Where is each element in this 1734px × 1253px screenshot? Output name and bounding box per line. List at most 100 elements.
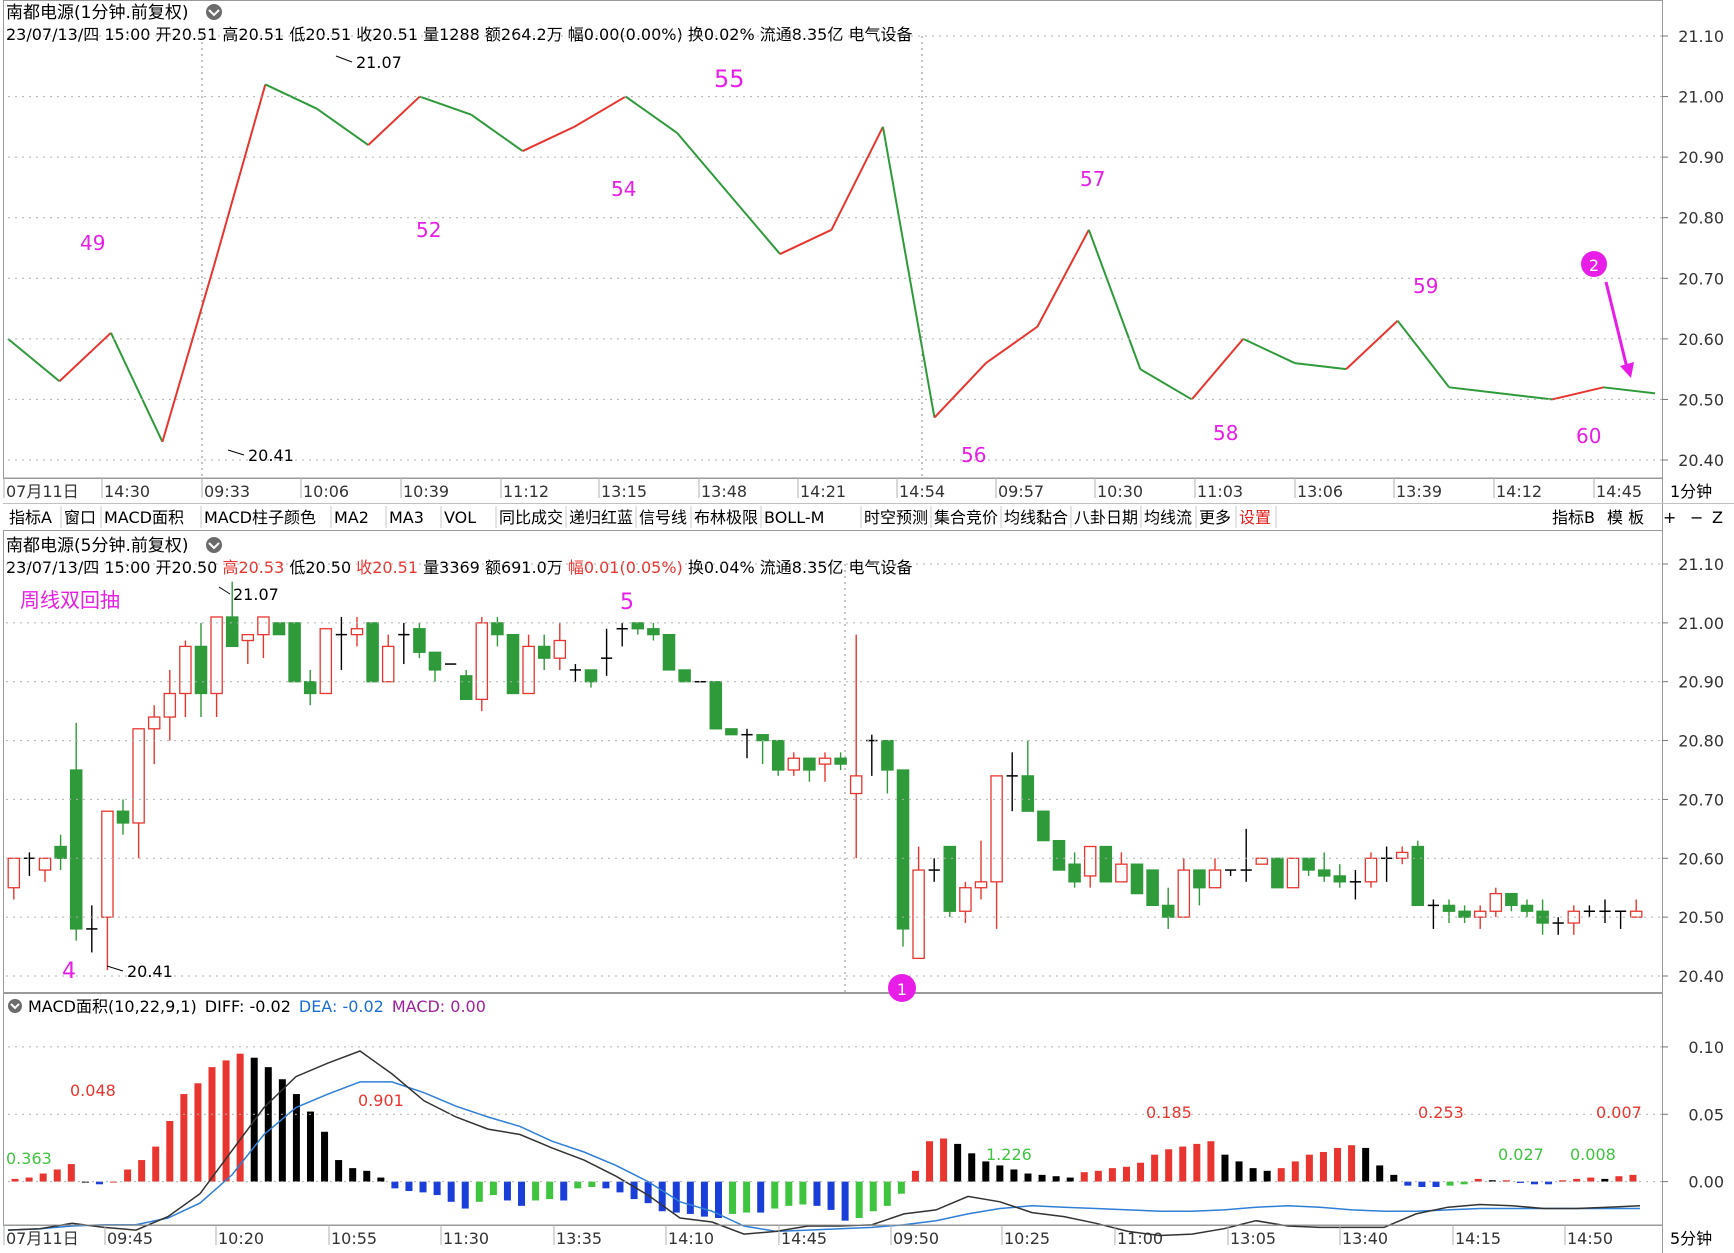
macd-bar (714, 1181, 722, 1218)
toolbar-item[interactable]: 均线流 (1144, 508, 1192, 527)
top-x-tick-label: 14:54 (899, 482, 945, 501)
top-x-tick-label: 09:33 (204, 482, 250, 501)
toolbar-item[interactable]: 布林极限 (694, 508, 758, 527)
macd-bar (883, 1181, 891, 1206)
top-y-tick-label: 20.70 (1678, 269, 1724, 288)
macd-y-tick-label: 0.05 (1688, 1105, 1724, 1124)
macd-bar (968, 1153, 976, 1182)
candle-body (303, 681, 317, 695)
indicator-toolbar: 指标A 窗口 MACD面积 MACD柱子颜色 MA2 MA3 VOL 同比成交 递归红蓝 信号线布… (3, 503, 1734, 528)
top-period-label[interactable]: 1分钟 (1670, 482, 1712, 501)
top-panel-header: 南都电源(1分钟.前复权) 23/07/13/四 15:00 开20.51 高2… (6, 3, 912, 44)
toolbar-item[interactable]: MACD柱子颜色 (204, 508, 316, 527)
macd-title: MACD面积(10,22,9,1) (28, 997, 197, 1016)
candle-body (1068, 863, 1081, 883)
chevron-down-icon (208, 542, 220, 550)
top-price-segment (1345, 319, 1399, 370)
candle-body (943, 845, 957, 912)
toolbar-item[interactable]: 递归红蓝 (569, 508, 633, 527)
toolbar-item[interactable]: 更多 (1199, 508, 1231, 527)
macd-x-tick-label: 09:50 (893, 1229, 939, 1248)
top-panel-title: 南都电源(1分钟.前复权) (6, 3, 188, 23)
top-x-axis: 07月11日 14:30 09:33 10:06 10:39 11:12 13:15 13:4… (3, 477, 1662, 501)
toolbar-item[interactable]: 均线黏合 (1004, 508, 1068, 527)
candle-body (491, 622, 504, 636)
macd-bar (588, 1181, 596, 1187)
top-panel-dropdown-button[interactable] (206, 4, 222, 20)
macd-bar (1390, 1174, 1398, 1182)
top-price-segment (1294, 362, 1347, 371)
mid-panel-title: 南都电源(5分钟.前复权) (6, 536, 188, 556)
candle-body (818, 757, 832, 765)
macd-y-tick-label: 0.00 (1688, 1173, 1724, 1192)
macd-dropdown-button[interactable] (8, 999, 22, 1013)
macd-bar (771, 1181, 779, 1209)
toolbar-item[interactable]: 同比成交 (499, 508, 563, 527)
toolbar-right-item[interactable]: 模 板 (1607, 508, 1644, 527)
info-suffix: 换0.04% 流通8.35亿 电气设备 (683, 558, 913, 577)
top-x-tick-label: 13:15 (601, 482, 647, 501)
top-price-segment (625, 95, 678, 134)
toolbar-item[interactable]: 八卦日期 (1074, 508, 1138, 527)
toolbar-right-item[interactable]: Z (1712, 508, 1723, 527)
toolbar-item[interactable]: VOL (444, 508, 476, 527)
macd-bar (869, 1181, 877, 1212)
macd-bar (489, 1181, 497, 1196)
macd-x-tick-label: 11:00 (1117, 1229, 1163, 1248)
macd-bar (602, 1181, 610, 1189)
top-price-segment (727, 192, 781, 255)
macd-bar (1376, 1165, 1384, 1182)
mid-panel-dropdown-button[interactable] (206, 537, 222, 553)
top-price-segment (933, 362, 987, 419)
macd-bar (321, 1131, 329, 1182)
toolbar-item[interactable]: 设置 (1239, 508, 1271, 527)
candle-body (132, 728, 145, 824)
macd-period-label[interactable]: 5分钟 (1670, 1229, 1712, 1248)
toolbar-item[interactable]: 时空预测 (864, 508, 928, 527)
toolbar-right-item[interactable]: − (1690, 508, 1703, 527)
wave-label: 54 (611, 177, 636, 201)
macd-bar (546, 1181, 554, 1200)
toolbar-item[interactable]: BOLL-M (764, 508, 824, 527)
chevron-down-icon (10, 1003, 20, 1010)
mid-low-label: 20.41 (127, 962, 173, 981)
macd-bar (757, 1181, 765, 1213)
candle-body (381, 645, 395, 683)
candle-body (1629, 910, 1643, 918)
wave-label: 4 (62, 959, 76, 984)
toolbar-item[interactable]: 指标A (9, 508, 52, 527)
toolbar-right-item[interactable]: + (1663, 508, 1676, 527)
mid-high-arrow (218, 586, 231, 595)
macd-bar (11, 1178, 19, 1182)
top-x-tick-label: 14:12 (1496, 482, 1542, 501)
toolbar-right-item[interactable]: 指标B (1552, 508, 1595, 527)
macd-bar (194, 1083, 202, 1182)
toolbar-item[interactable]: 信号线 (639, 508, 687, 527)
macd-area-label: 0.253 (1418, 1103, 1464, 1122)
macd-bar (785, 1181, 793, 1206)
toolbar-item[interactable]: MA2 (334, 508, 369, 527)
macd-bar (503, 1181, 511, 1201)
candle-body (553, 639, 567, 659)
macd-area-label: 0.008 (1570, 1145, 1616, 1164)
top-price-segment (470, 113, 524, 152)
candle-body (54, 845, 67, 859)
macd-bar (616, 1181, 624, 1193)
macd-bar (658, 1181, 666, 1212)
candle-body (1255, 857, 1269, 865)
top-price-segment (881, 126, 936, 418)
macd-bar (1474, 1178, 1482, 1182)
candle-body (990, 775, 1003, 883)
toolbar-item[interactable]: MA3 (389, 508, 424, 527)
toolbar-item[interactable]: MACD面积 (104, 508, 184, 527)
toolbar-item[interactable]: 窗口 (64, 508, 96, 527)
top-price-segment (573, 95, 627, 128)
diff-line (7, 1050, 1641, 1237)
mid-low-arrow (106, 965, 124, 972)
chevron-down-icon (208, 9, 220, 17)
top-price-segment (1449, 386, 1501, 395)
macd-x-tick-label: 07月11日 (6, 1229, 79, 1248)
toolbar-item[interactable]: 集合竞价 (934, 508, 998, 527)
wave-label: 57 (1080, 167, 1105, 191)
macd-x-tick-label: 13:40 (1342, 1229, 1388, 1248)
